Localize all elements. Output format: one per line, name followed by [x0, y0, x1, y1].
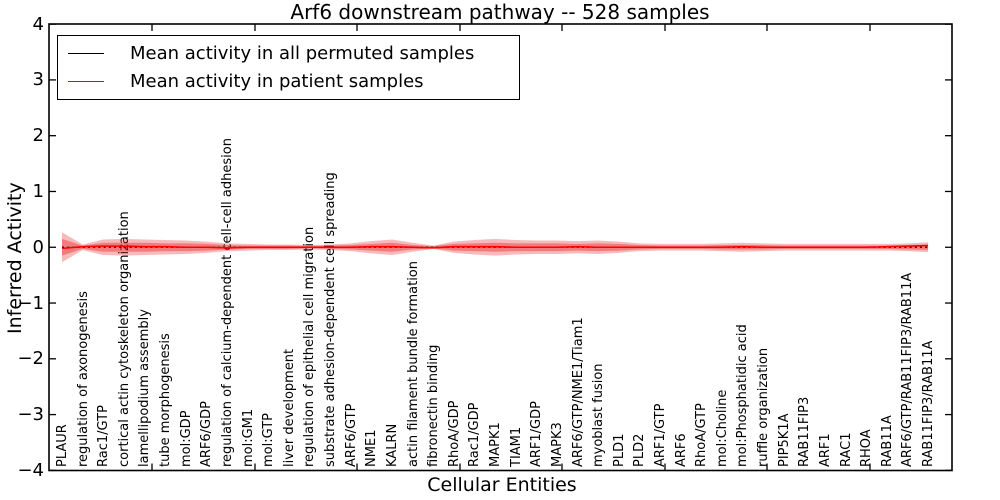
x-category-label: ARF6/GTP/NME1/Tiam1	[570, 317, 586, 467]
x-category-label: myoblast fusion	[591, 363, 607, 467]
chart-title: Arf6 downstream pathway -- 528 samples	[290, 0, 710, 24]
y-tick-label: −2	[17, 348, 44, 370]
legend-item-permuted: Mean activity in all permuted samples	[68, 41, 519, 67]
legend: Mean activity in all permuted samples Me…	[57, 35, 520, 100]
patient-mean-line	[61, 244, 929, 250]
x-category-label: lamellipodium assembly	[137, 309, 153, 467]
legend-item-patient: Mean activity in patient samples	[68, 68, 519, 94]
x-category-label: mol:GM1	[240, 408, 256, 467]
x-category-label: regulation of epithelial cell migration	[302, 226, 318, 467]
x-category-label: ARF6	[673, 433, 689, 467]
y-tick-label: −3	[17, 404, 44, 426]
x-category-label: tube morphogenesis	[158, 333, 174, 467]
x-category-label: ARF6/GTP/RAB11FIP3/RAB11A	[900, 272, 916, 467]
confidence-band-outer	[62, 232, 929, 263]
x-category-label: fibronectin binding	[426, 344, 442, 467]
x-category-label: mol:Choline	[714, 389, 730, 467]
x-category-label: PLAUR	[55, 424, 70, 467]
x-category-label: substrate adhesion-dependent cell spread…	[323, 172, 339, 467]
x-category-label: mol:Phosphatidic acid	[735, 324, 751, 467]
x-category-label: regulation of calcium-dependent cell-cel…	[219, 138, 235, 467]
x-category-label: ruffle organization	[756, 347, 772, 467]
x-category-label: ARF6/GTP	[343, 403, 359, 467]
x-category-label: ARF6/GDP	[199, 401, 215, 467]
x-category-label: KALRN	[384, 423, 400, 467]
x-category-label: cortical actin cytoskeleton organization	[116, 211, 132, 467]
y-tick-label: −1	[17, 292, 44, 314]
confidence-band-inner	[62, 238, 929, 256]
y-tick-label: −4	[17, 459, 44, 481]
y-tick-label: 4	[32, 13, 44, 35]
x-category-label: ARF1/GDP	[529, 401, 545, 467]
x-category-label: Rac1/GTP	[96, 405, 112, 467]
x-category-label: liver development	[281, 348, 297, 467]
x-category-label: NME1	[364, 429, 380, 467]
x-category-label: RAB11FIP3/RAB11A	[921, 340, 937, 467]
x-category-label: RAB11A	[879, 415, 895, 467]
x-category-label: ARF1	[817, 433, 833, 467]
x-category-label: PLD1	[611, 433, 627, 467]
y-tick-label: 0	[32, 236, 44, 258]
legend-item-label: Mean activity in all permuted samples	[130, 43, 475, 65]
legend-item-label: Mean activity in patient samples	[130, 70, 424, 92]
x-category-label: MAPK1	[488, 422, 504, 467]
x-category-label: RhoA/GDP	[446, 400, 462, 467]
patient-line-swatch	[68, 80, 104, 82]
x-category-label: actin filament bundle formation	[405, 261, 421, 467]
x-category-label: mol:GDP	[178, 410, 194, 467]
x-category-label: PIP5K1A	[776, 413, 792, 467]
y-tick-label: 3	[32, 69, 44, 91]
x-category-label: RhoA/GTP	[694, 403, 710, 467]
x-category-label: mol:GTP	[261, 413, 277, 467]
y-tick-label: 1	[32, 180, 44, 202]
x-category-label: RAC1	[838, 432, 854, 467]
x-category-label: ARF1/GTP	[652, 403, 668, 467]
x-category-label: MAPK3	[549, 422, 565, 467]
x-axis-label: Cellular Entities	[427, 474, 577, 496]
permuted-line-swatch	[68, 53, 104, 55]
x-category-label: TIAM1	[508, 426, 524, 467]
x-category-label: regulation of axonogenesis	[75, 291, 91, 467]
x-category-label: RHOA	[859, 429, 875, 467]
x-category-label: RAB11FIP3	[797, 396, 813, 467]
x-category-label: Rac1/GDP	[467, 402, 483, 467]
x-category-label: PLD2	[632, 433, 648, 467]
y-tick-label: 2	[32, 125, 44, 147]
